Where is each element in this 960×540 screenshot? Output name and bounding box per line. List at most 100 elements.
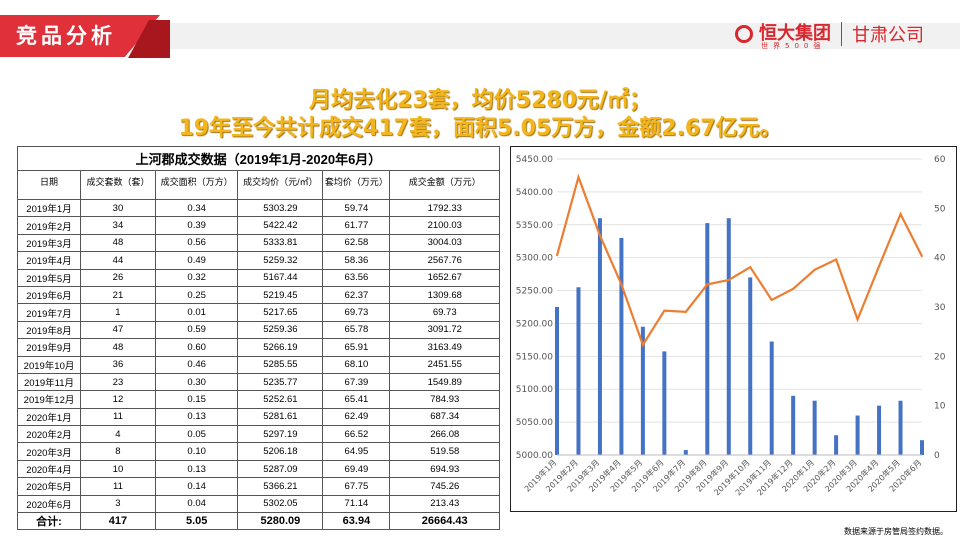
table-cell: 44 xyxy=(80,251,156,270)
table-cell: 1309.68 xyxy=(389,285,500,305)
table-cell: 0.13 xyxy=(154,407,239,427)
table-cell: 48 xyxy=(80,233,156,253)
logo-divider xyxy=(841,22,842,46)
table-cell: 0.13 xyxy=(154,459,239,479)
table-cell: 2020年3月 xyxy=(16,442,82,461)
table-cell: 2019年7月 xyxy=(16,303,82,322)
table-row: 2019年4月 44 0.49 5259.32 58.36 2567.76 xyxy=(16,251,500,270)
bar-units xyxy=(877,405,882,455)
y-left-tick-label: 5200.00 xyxy=(516,319,553,329)
table-row: 2019年2月 34 0.39 5422.42 61.77 2100.03 xyxy=(16,216,500,235)
table-cell: 0.59 xyxy=(154,320,239,340)
table-row: 2020年1月 11 0.13 5281.61 62.49 687.34 xyxy=(16,407,500,427)
table-cell: 套均价（万元） xyxy=(322,170,391,200)
y-left-tick-label: 5350.00 xyxy=(516,221,553,231)
table-cell: 21 xyxy=(80,285,156,305)
table-cell: 2019年9月 xyxy=(16,338,82,357)
table-cell: 5206.18 xyxy=(237,442,324,461)
source-note: 数据来源于房管局签约数据。 xyxy=(844,527,948,536)
table-cell: 65.41 xyxy=(322,390,391,409)
line-point xyxy=(878,265,880,267)
table-cell: 784.93 xyxy=(389,390,500,409)
table-cell: 0.49 xyxy=(154,251,239,270)
table-row: 2019年1月 30 0.34 5303.29 59.74 1792.33 xyxy=(16,198,500,218)
table-cell: 58.36 xyxy=(322,251,391,270)
table-cell: 48 xyxy=(80,338,156,357)
table-cell: 59.74 xyxy=(322,198,391,218)
bar-units xyxy=(791,395,796,455)
table-cell: 63.94 xyxy=(322,512,391,531)
table-cell: 69.49 xyxy=(322,459,391,479)
table-cell: 3004.03 xyxy=(389,233,500,253)
line-point xyxy=(792,288,794,290)
table-cell: 0.04 xyxy=(154,494,239,514)
table-cell: 745.26 xyxy=(389,477,500,496)
table-row: 2019年9月 48 0.60 5266.19 65.91 3163.49 xyxy=(16,338,500,357)
table-cell: 5281.61 xyxy=(237,407,324,427)
table-cell: 2019年3月 xyxy=(16,233,82,253)
table-cell: 11 xyxy=(80,407,156,427)
bar-units xyxy=(769,341,774,455)
line-point xyxy=(727,279,730,281)
table-cell: 2451.55 xyxy=(389,355,500,374)
table-cell: 0.01 xyxy=(154,303,239,322)
table-cell: 1549.89 xyxy=(389,372,500,392)
table-cell: 0.05 xyxy=(154,425,239,444)
table-header: 日期 成交套数（套） 成交面积（万方） 成交均价（元/㎡） 套均价（万元） 成交金额（万元… xyxy=(16,170,500,200)
company-logo: 恒大集团 世界500强 甘肃公司 xyxy=(735,21,924,50)
table-row: 2020年4月 10 0.13 5287.09 69.49 694.93 xyxy=(16,459,500,479)
bar-units xyxy=(597,218,602,455)
table-cell: 67.75 xyxy=(322,477,391,496)
table-cell: 12 xyxy=(80,390,156,409)
bar-units xyxy=(576,287,581,455)
table-cell: 0.15 xyxy=(154,390,239,409)
table-cell: 成交金额（万元） xyxy=(389,170,500,200)
table-cell: 36 xyxy=(80,355,156,374)
table-cell: 2019年12月 xyxy=(16,390,82,409)
table-cell: 2020年2月 xyxy=(16,425,82,444)
table-cell: 0.34 xyxy=(154,198,239,218)
table-cell: 47 xyxy=(80,320,156,340)
bar-units xyxy=(683,450,688,455)
table-cell: 成交面积（万方） xyxy=(154,170,239,200)
table-cell: 0.60 xyxy=(154,338,239,357)
line-point xyxy=(921,255,923,258)
table-cell: 0.56 xyxy=(154,233,239,253)
line-point xyxy=(813,268,816,271)
table-cell: 8 xyxy=(80,442,156,461)
table-cell: 3163.49 xyxy=(389,338,500,357)
y-right-tick-label: 40 xyxy=(934,254,946,264)
table-cell: 687.34 xyxy=(389,407,500,427)
table-cell: 71.14 xyxy=(322,494,391,514)
table-cell: 3 xyxy=(80,494,156,514)
table-row: 2019年7月 1 0.01 5217.65 69.73 69.73 xyxy=(16,303,500,322)
line-point xyxy=(577,176,580,178)
table-cell: 0.32 xyxy=(154,268,239,287)
table-cell: 213.43 xyxy=(389,494,500,514)
table-cell: 68.10 xyxy=(322,355,391,374)
table-cell: 5252.61 xyxy=(237,390,324,409)
table-cell: 62.58 xyxy=(322,233,391,253)
table-cell: 成交套数（套） xyxy=(80,170,156,200)
bar-units xyxy=(555,307,559,455)
table-cell: 5285.55 xyxy=(237,355,324,374)
table-cell: 5.05 xyxy=(154,512,239,531)
line-point xyxy=(663,309,666,312)
table-row: 2019年5月 26 0.32 5167.44 63.56 1652.67 xyxy=(16,268,500,287)
table-cell: 5266.19 xyxy=(237,338,324,357)
bar-units xyxy=(812,400,817,455)
line-point xyxy=(749,266,752,268)
table-cell: 62.49 xyxy=(322,407,391,427)
y-left-tick-label: 5400.00 xyxy=(516,188,553,198)
sales-table: 上河郡成交数据（2019年1月-2020年6月） 日期 成交套数（套） 成交面积（万方… xyxy=(16,146,500,531)
table-cell: 2020年1月 xyxy=(16,407,82,427)
table-cell: 61.77 xyxy=(322,216,391,235)
table-cell: 2019年1月 xyxy=(16,198,82,218)
bar-units xyxy=(855,415,860,455)
table-title: 上河郡成交数据（2019年1月-2020年6月） xyxy=(17,146,500,171)
line-point xyxy=(706,283,709,286)
table-cell: 2019年5月 xyxy=(16,268,82,287)
table-title-row: 上河郡成交数据（2019年1月-2020年6月） xyxy=(17,146,500,171)
table-cell: 2020年4月 xyxy=(16,459,82,479)
line-point xyxy=(835,258,837,261)
